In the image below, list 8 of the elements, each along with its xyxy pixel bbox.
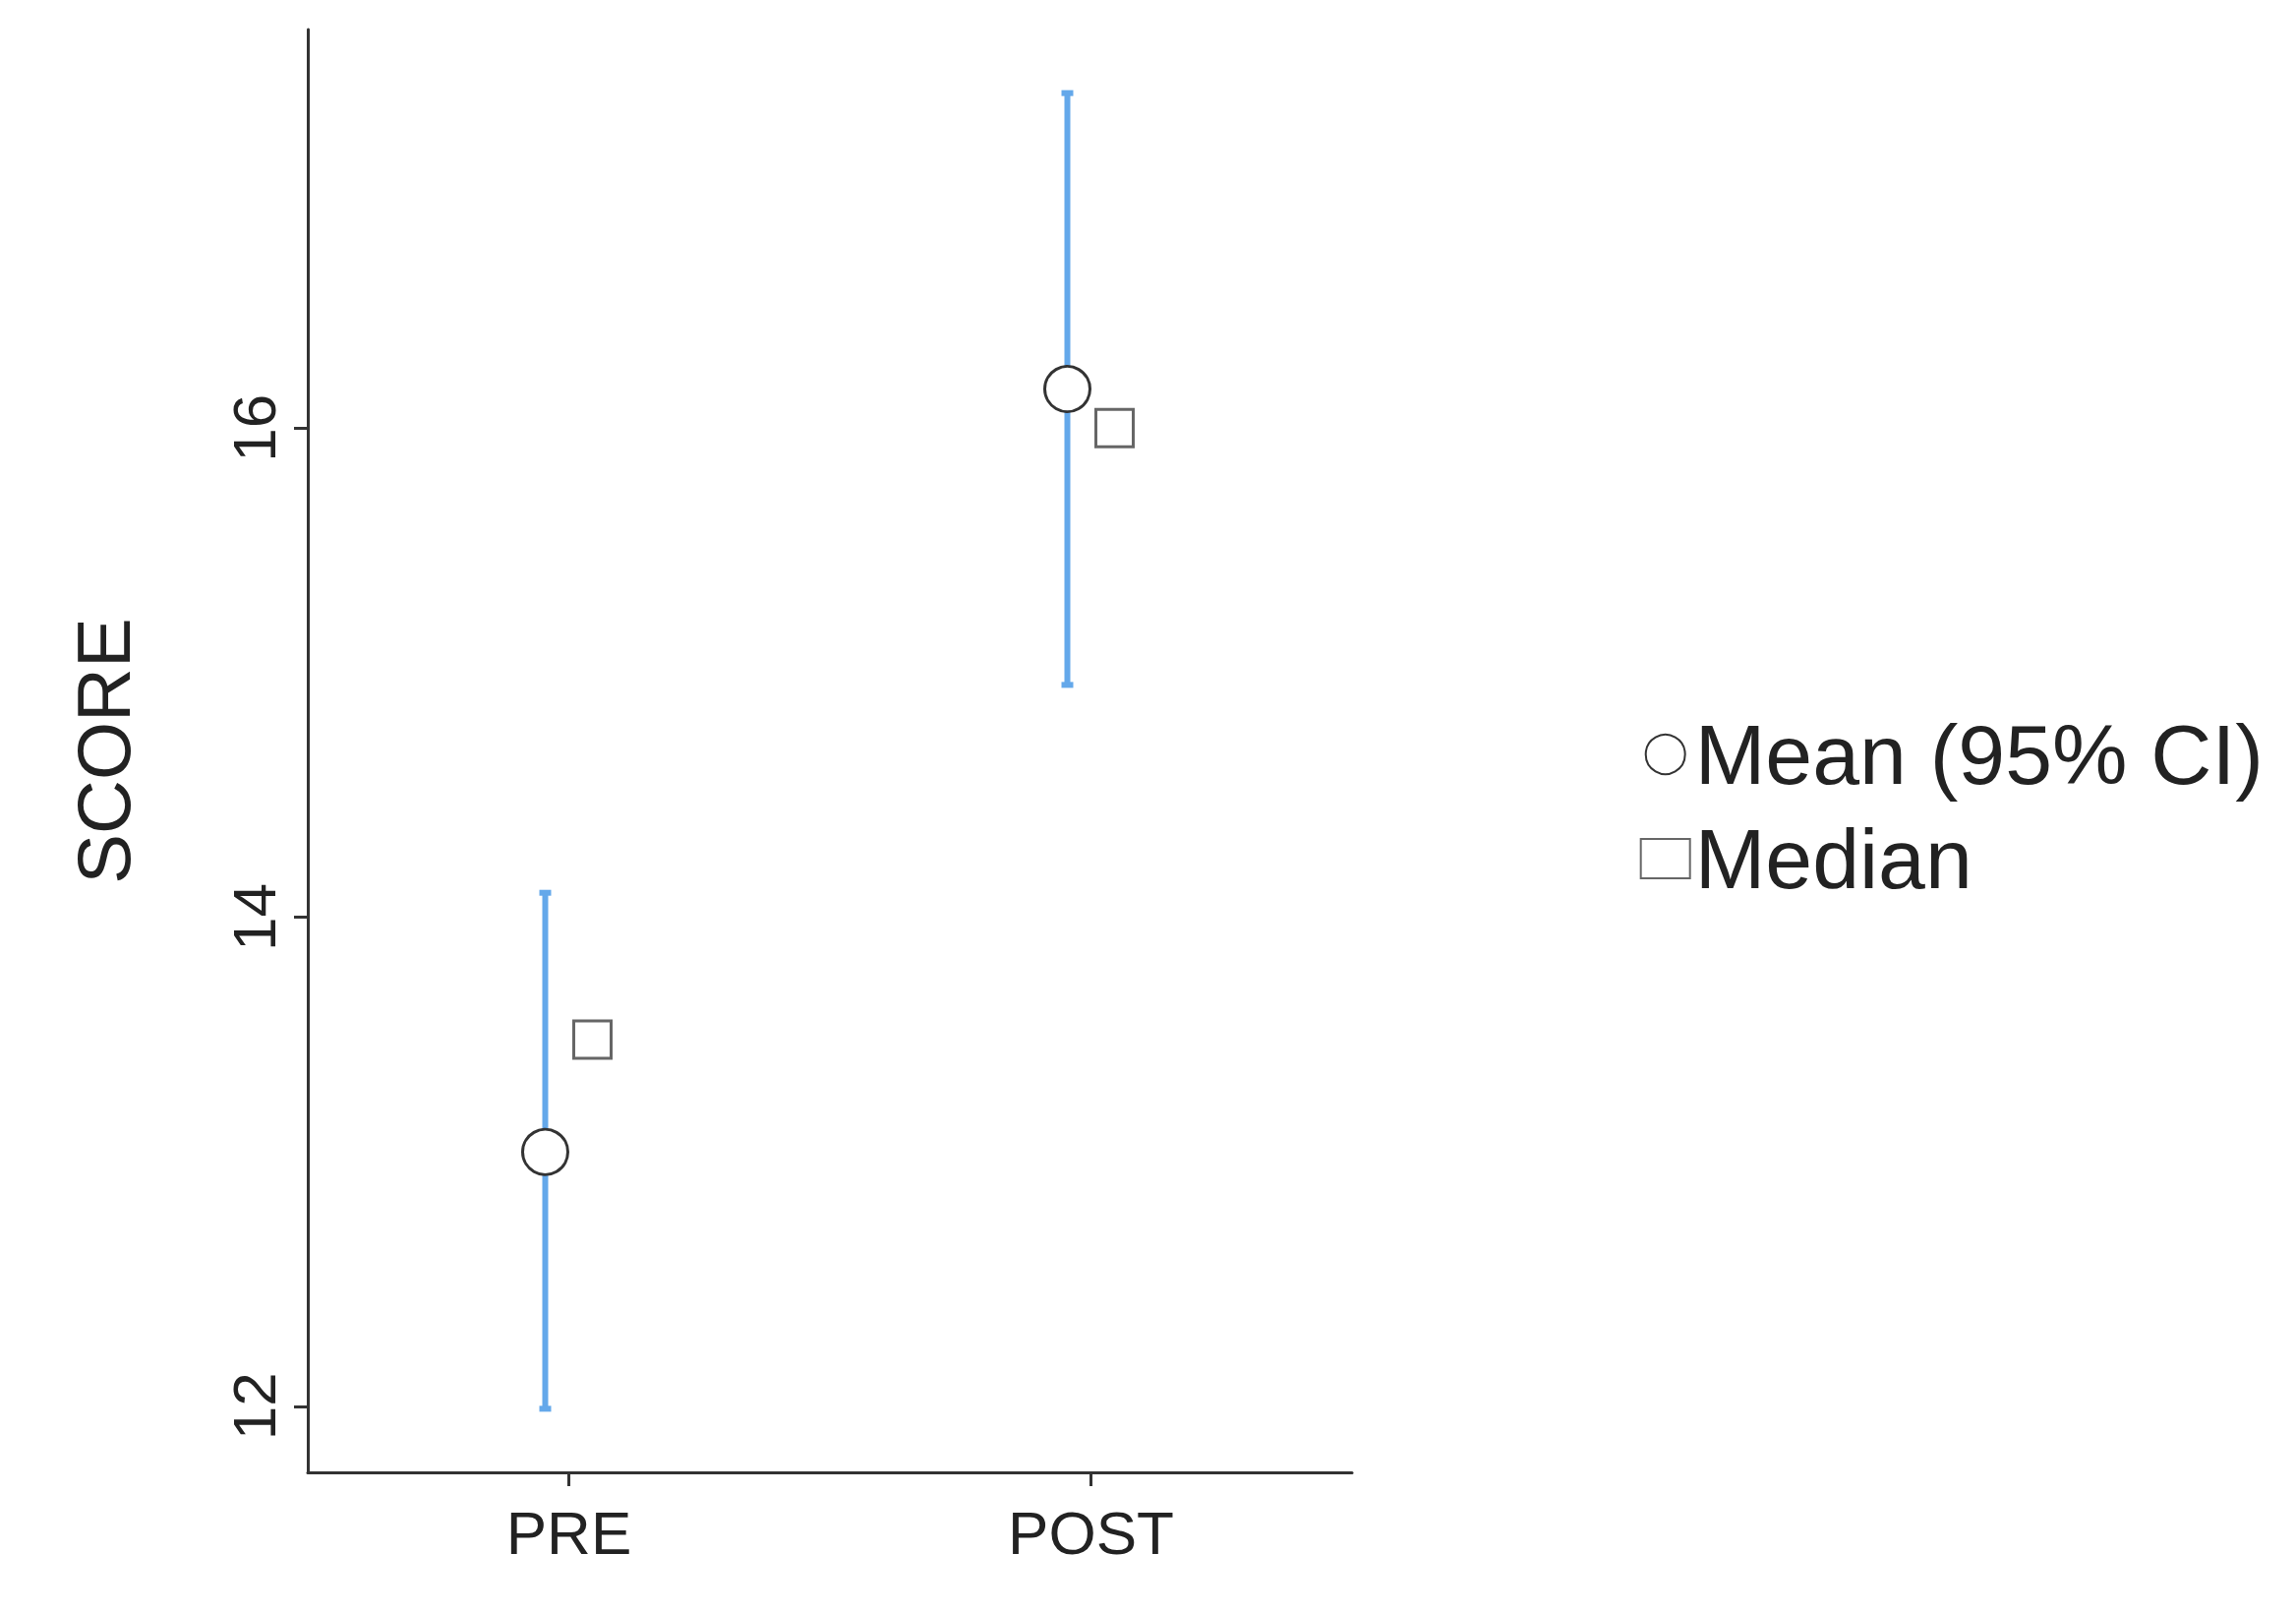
legend-label: Median: [1694, 811, 1972, 906]
y-tick-label: 12: [219, 1372, 288, 1441]
y-tick-label: 14: [219, 883, 288, 952]
y-axis-title: SCORE: [61, 618, 146, 884]
legend-label: Mean (95% CI): [1694, 707, 2265, 802]
x-tick-label: PRE: [505, 1498, 632, 1567]
x-tick-label: POST: [1008, 1498, 1174, 1567]
y-tick-label: 16: [219, 393, 288, 462]
